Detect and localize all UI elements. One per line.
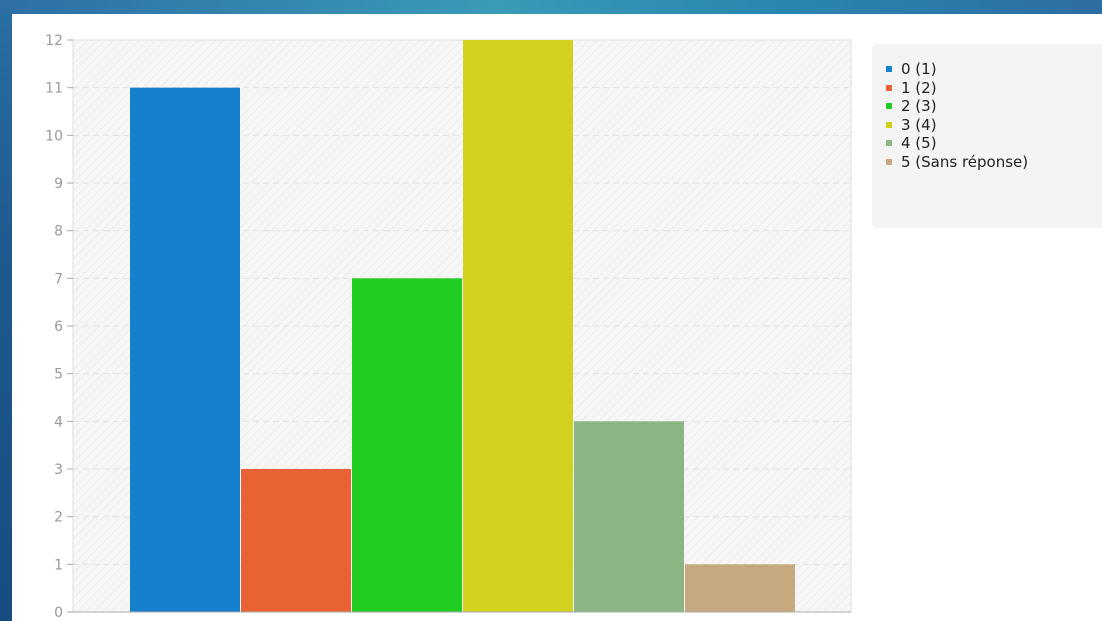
legend-label: 1 (2)	[901, 78, 937, 97]
y-tick-label: 5	[54, 367, 63, 383]
y-tick-label: 2	[54, 510, 63, 526]
bar[interactable]	[352, 278, 462, 612]
y-tick-label: 4	[54, 414, 63, 430]
legend: 0 (1) 1 (2) 2 (3) 3 (4) 4 (5) 5 (Sans réponse…	[872, 44, 1102, 228]
legend-swatch	[886, 103, 892, 110]
bars	[130, 40, 795, 612]
y-tick-label: 9	[54, 176, 63, 192]
legend-item[interactable]: 3 (4)	[886, 116, 1102, 135]
y-tick-label: 10	[45, 128, 63, 144]
legend-item[interactable]: 1 (2)	[886, 79, 1102, 98]
y-tick-label: 11	[45, 81, 63, 97]
legend-label: 2 (3)	[901, 97, 937, 116]
legend-label: 5 (Sans réponse)	[901, 152, 1029, 171]
legend-swatch	[886, 121, 892, 128]
legend-item[interactable]: 2 (3)	[886, 97, 1102, 116]
chart-panel: 0 1 2 3 4 5 6 7 8 9 10 11 12 0 (1) 1 (2) 2 (3) 3 (4) 4 (…	[12, 14, 1102, 621]
bar[interactable]	[130, 87, 240, 612]
legend-label: 0 (1)	[901, 60, 937, 79]
legend-label: 3 (4)	[901, 115, 937, 134]
legend-swatch	[886, 158, 892, 165]
bar[interactable]	[574, 421, 684, 612]
y-tick-label: 0	[54, 605, 63, 621]
legend-item[interactable]: 4 (5)	[886, 134, 1102, 153]
legend-swatch	[886, 66, 892, 73]
bar[interactable]	[241, 469, 351, 612]
y-tick-label: 6	[54, 319, 63, 335]
legend-swatch	[886, 84, 892, 91]
bar[interactable]	[463, 40, 573, 612]
y-tick-label: 8	[54, 224, 63, 240]
legend-item[interactable]: 0 (1)	[886, 60, 1102, 79]
y-tick-label: 7	[54, 271, 63, 287]
y-tick-label: 12	[45, 33, 63, 49]
bar[interactable]	[685, 564, 795, 612]
legend-label: 4 (5)	[901, 134, 937, 153]
legend-swatch	[886, 140, 892, 147]
legend-item[interactable]: 5 (Sans réponse)	[886, 153, 1102, 172]
y-tick-label: 1	[54, 557, 63, 573]
y-tick-label: 3	[54, 462, 63, 478]
window-top-band	[0, 0, 1102, 14]
